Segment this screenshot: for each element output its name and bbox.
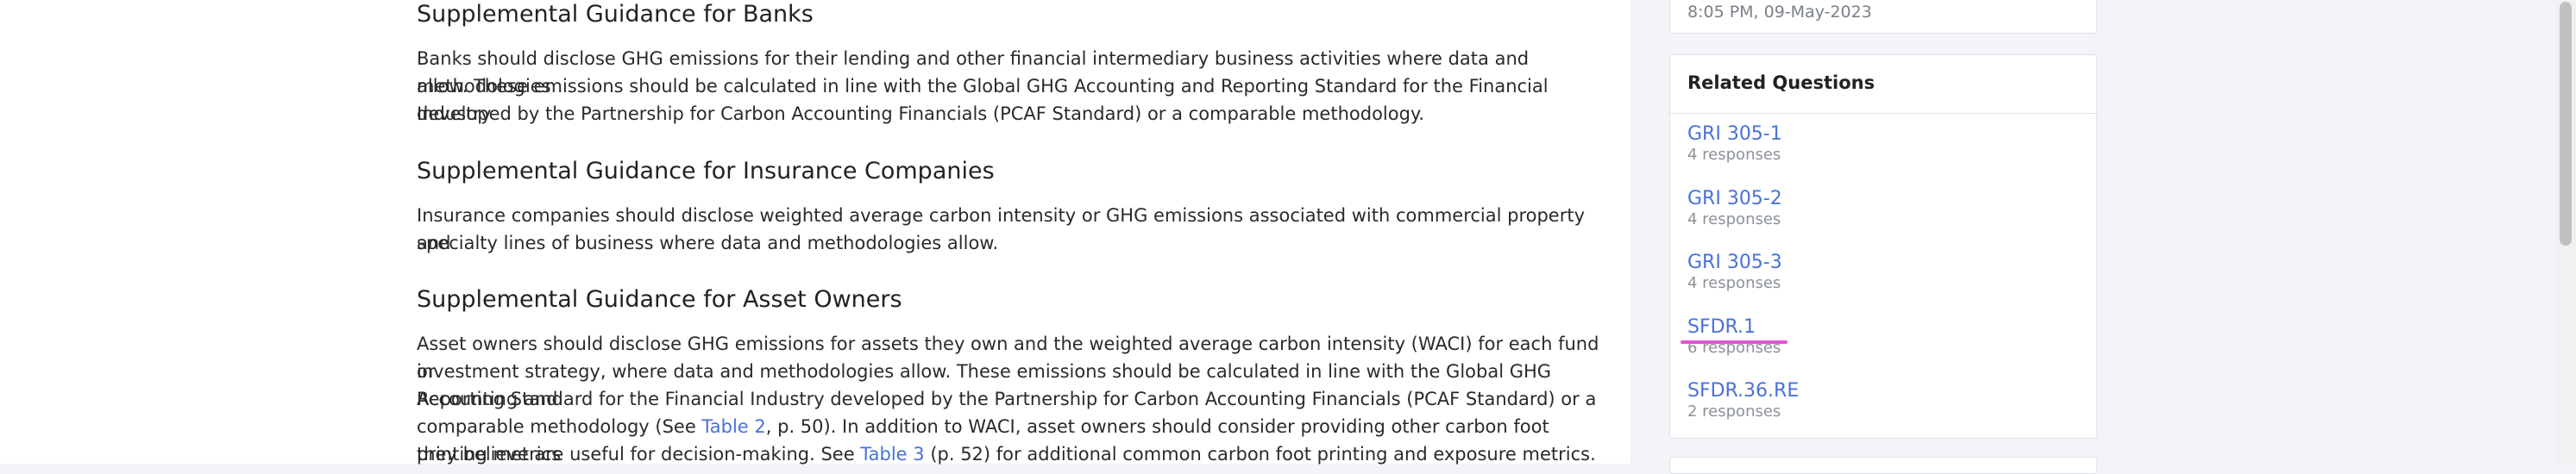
related-question-link[interactable]: SFDR.1	[1687, 316, 1756, 338]
paragraph-asset-owners-line: comparable methodology (See Table 2, p. …	[417, 413, 1616, 468]
page-scrollbar[interactable]	[2555, 0, 2576, 464]
related-question-link[interactable]: GRI 305-3	[1687, 252, 1782, 273]
related-question-item[interactable]: SFDR.36.RE 2 responses	[1687, 379, 1799, 421]
text-span: they believe are useful for decision-mak…	[417, 444, 861, 465]
table-3-link[interactable]: Table 3	[860, 444, 925, 465]
paragraph-asset-owners-line: Asset owners should disclose GHG emissio…	[417, 334, 1599, 382]
related-question-item[interactable]: GRI 305-2 4 responses	[1687, 187, 1782, 228]
paragraph-asset-owners-line: Reporting Standard for the Financial Ind…	[417, 389, 1597, 409]
paragraph-banks-line: allow. These emissions should be calcula…	[417, 76, 1549, 124]
related-question-link[interactable]: SFDR.36.RE	[1687, 380, 1800, 402]
section-heading-insurance: Supplemental Guidance for Insurance Comp…	[417, 158, 995, 184]
scrollbar-thumb[interactable]	[2560, 2, 2572, 246]
response-count: 4 responses	[1687, 274, 1781, 292]
right-sidebar: 8:05 PM, 09-May-2023 Related Questions G…	[1630, 0, 2542, 474]
response-count: 4 responses	[1687, 146, 1781, 164]
response-count: 2 responses	[1687, 402, 1781, 421]
last-updated-timestamp: 8:05 PM, 09-May-2023	[1687, 3, 1872, 22]
related-questions-title: Related Questions	[1670, 55, 2096, 114]
response-count: 4 responses	[1687, 210, 1781, 228]
main-content-area: Supplemental Guidance for Banks Banks sh…	[0, 0, 1630, 465]
highlight-underline	[1681, 340, 1787, 344]
related-question-item[interactable]: SFDR.1 6 responses	[1687, 315, 1781, 357]
text-span: (p. 52) for additional common carbon foo…	[924, 444, 1596, 465]
paragraph-banks-line: developed by the Partnership for Carbon …	[417, 103, 1425, 124]
text-span: comparable methodology (See	[417, 416, 702, 437]
related-question-item[interactable]: GRI 305-1 4 responses	[1687, 122, 1782, 164]
table-2-link[interactable]: Table 2	[701, 416, 766, 437]
text-span: , p. 50). In addition to WACI, asset own…	[417, 416, 1549, 465]
related-questions-card: Related Questions GRI 305-1 4 responses …	[1669, 54, 2097, 439]
related-question-item[interactable]: GRI 305-3 4 responses	[1687, 251, 1782, 292]
paragraph-banks-line: Banks should disclose GHG emissions for …	[417, 48, 1530, 97]
paragraph-asset-owners-line: they believe are useful for decision-mak…	[417, 440, 1616, 468]
paragraph-insurance-line: Insurance companies should disclose weig…	[417, 205, 1586, 253]
paragraph-insurance-line: specialty lines of business where data a…	[417, 233, 999, 253]
section-heading-banks: Supplemental Guidance for Banks	[417, 1, 814, 28]
section-heading-asset-owners: Supplemental Guidance for Asset Owners	[417, 286, 902, 313]
related-question-link[interactable]: GRI 305-2	[1687, 188, 1782, 209]
next-card	[1669, 457, 2097, 474]
related-question-link[interactable]: GRI 305-1	[1687, 123, 1782, 145]
timestamp-card: 8:05 PM, 09-May-2023	[1669, 0, 2097, 34]
paragraph-asset-owners-line: investment strategy, where data and meth…	[417, 361, 1552, 409]
